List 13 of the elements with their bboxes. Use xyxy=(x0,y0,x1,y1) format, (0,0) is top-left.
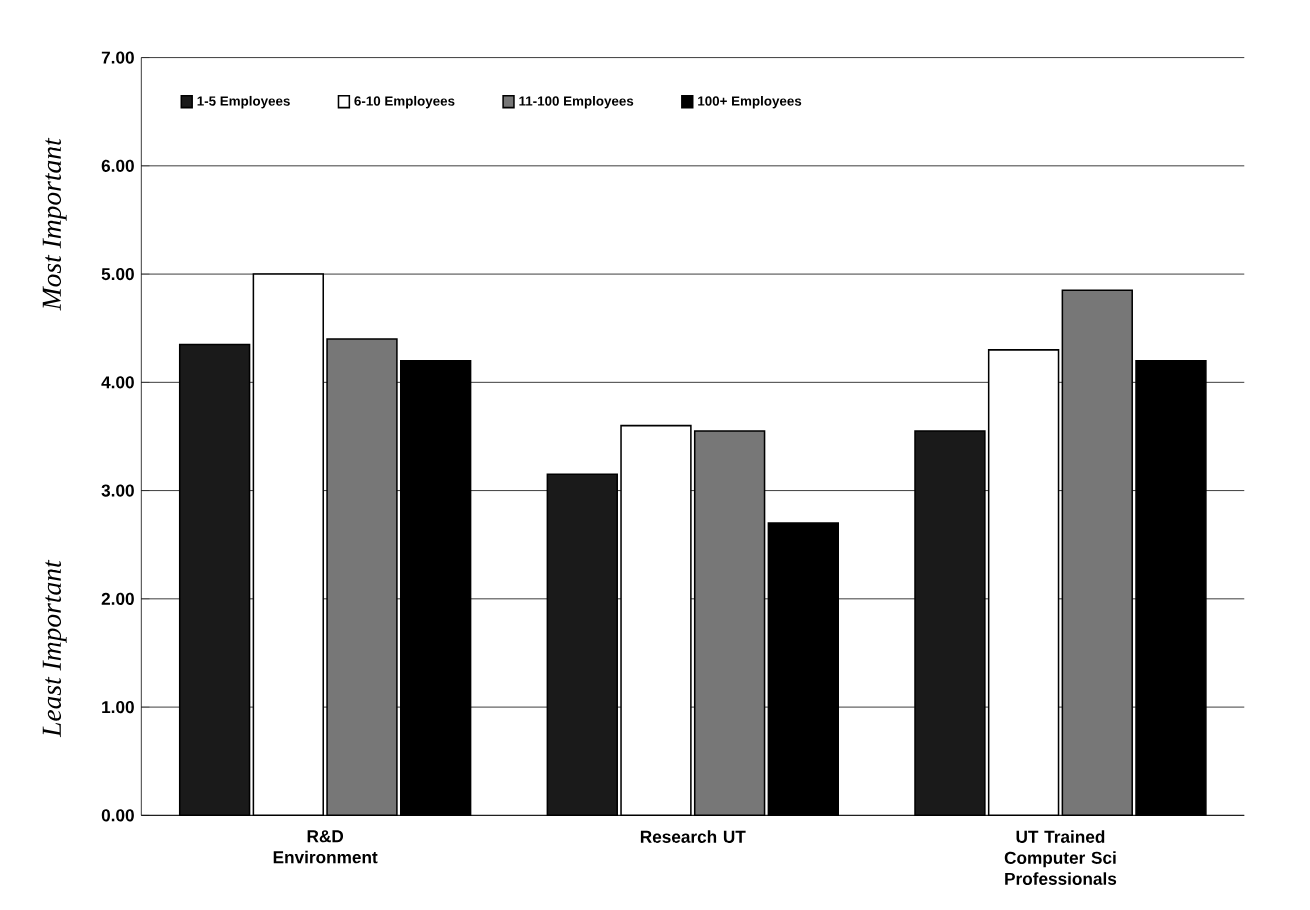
text: Most Important xyxy=(42,137,67,311)
y-tick-label: 5.00 xyxy=(101,267,134,280)
x-tick-label: Research UT xyxy=(640,830,746,843)
x-tick-label: UT Trained Computer Sci Professionals xyxy=(1004,830,1117,885)
y-tick-label: 4.00 xyxy=(101,376,134,389)
y-tick-label: 6.00 xyxy=(101,159,134,172)
y-tick-label: 0.00 xyxy=(101,809,134,822)
y-tick-label: 2.00 xyxy=(101,592,134,605)
x-tick-label: R&D Environment xyxy=(273,830,378,864)
y-tick-label: 1.00 xyxy=(102,700,134,713)
y-tick-label: 7.00 xyxy=(101,51,134,64)
text: Least Important xyxy=(42,559,67,738)
y-tick-label: 3.00 xyxy=(101,484,134,497)
